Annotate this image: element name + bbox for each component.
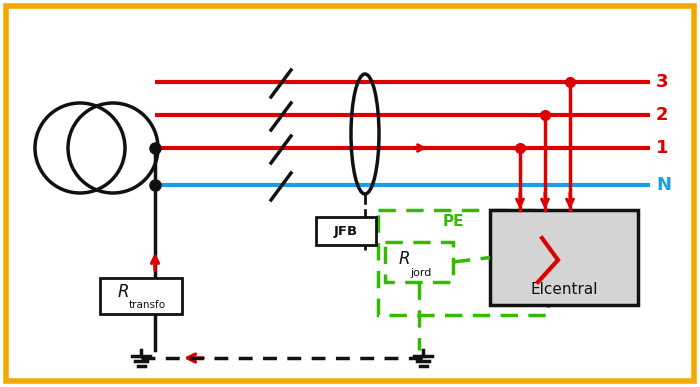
Text: Elcentral: Elcentral — [531, 281, 598, 296]
Bar — [378, 210, 548, 315]
Text: transfo: transfo — [129, 300, 166, 310]
Text: $R$: $R$ — [117, 283, 129, 301]
Text: 1: 1 — [656, 139, 668, 157]
Text: N: N — [656, 176, 671, 194]
Text: jord: jord — [410, 268, 431, 278]
Text: 3: 3 — [656, 73, 668, 91]
Text: $R$: $R$ — [398, 250, 410, 268]
Text: PE: PE — [442, 214, 463, 229]
Text: JFB: JFB — [334, 224, 358, 238]
Bar — [385, 242, 453, 282]
Bar — [316, 217, 376, 245]
Bar — [100, 278, 182, 314]
Text: 2: 2 — [656, 106, 668, 124]
Bar — [490, 210, 638, 305]
